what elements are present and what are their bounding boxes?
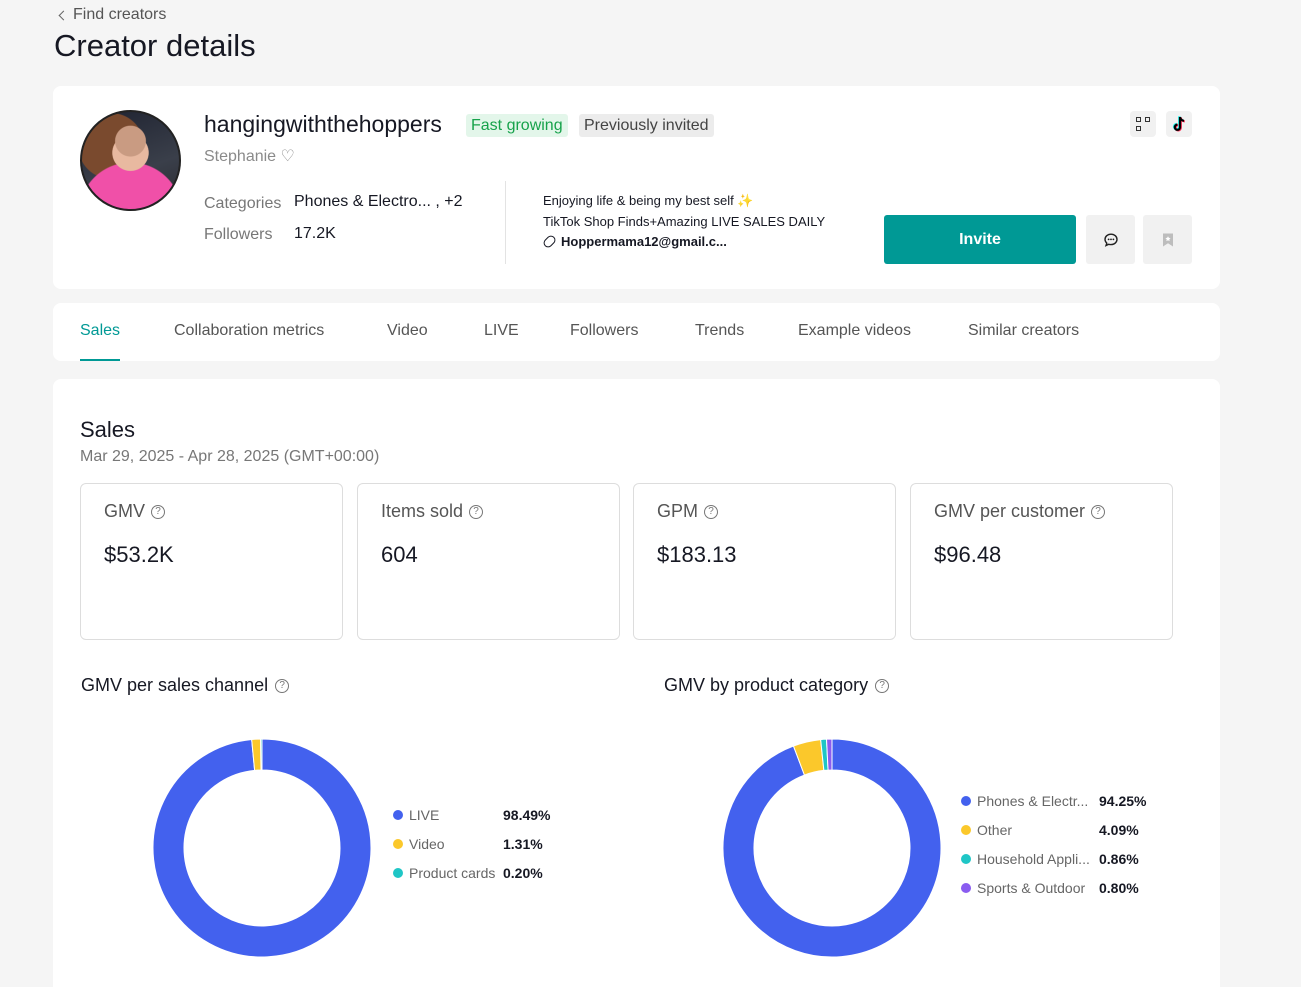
legend-label: Sports & Outdoor bbox=[977, 880, 1086, 896]
product-category-donut-chart bbox=[722, 738, 942, 958]
followers-value: 17.2K bbox=[294, 225, 336, 242]
bookmark-icon bbox=[1162, 233, 1173, 246]
sales-section: Sales Mar 29, 2025 - Apr 28, 2025 (GMT+0… bbox=[53, 379, 1220, 987]
back-link[interactable]: Find creators bbox=[58, 6, 167, 24]
fast-growing-badge: Fast growing bbox=[466, 114, 568, 137]
legend-dot bbox=[961, 796, 971, 806]
legend-label: Household Appli... bbox=[977, 851, 1090, 867]
tab-video[interactable]: Video bbox=[387, 322, 428, 339]
bio-email-link[interactable]: Hoppermama12@gmail.c... bbox=[541, 233, 727, 250]
previously-invited-badge: Previously invited bbox=[579, 114, 714, 137]
help-icon[interactable]: ? bbox=[151, 504, 166, 519]
tiktok-profile-button[interactable] bbox=[1166, 111, 1192, 137]
legend-value: 98.49% bbox=[503, 807, 551, 823]
legend-dot bbox=[961, 883, 971, 893]
legend-value: 0.20% bbox=[503, 865, 543, 881]
legend-value: 1.31% bbox=[503, 836, 543, 852]
qr-code-icon bbox=[1136, 117, 1150, 131]
help-icon[interactable]: ? bbox=[1091, 504, 1106, 519]
creator-profile-card: hangingwiththehoppers Fast growing Previ… bbox=[53, 86, 1220, 289]
back-link-label: Find creators bbox=[73, 6, 167, 23]
tiktok-icon bbox=[1172, 115, 1185, 131]
active-tab-indicator bbox=[80, 359, 120, 361]
message-button[interactable] bbox=[1086, 215, 1135, 264]
categories-value[interactable]: Phones & Electro... , +2 bbox=[294, 193, 463, 210]
legend-value: 0.86% bbox=[1099, 851, 1139, 867]
legend-dot bbox=[393, 868, 403, 878]
divider bbox=[505, 181, 506, 264]
bio-line-1: Enjoying life & being my best self ✨ bbox=[543, 193, 754, 208]
legend-label: Phones & Electr... bbox=[977, 793, 1089, 809]
legend-dot bbox=[961, 825, 971, 835]
message-icon bbox=[1103, 232, 1118, 247]
legend-dot bbox=[393, 810, 403, 820]
legend-label: Video bbox=[409, 836, 445, 852]
help-icon[interactable]: ? bbox=[875, 678, 890, 693]
legend-item-phones-electr[interactable]: Phones & Electr... 94.25% bbox=[961, 793, 1146, 809]
metric-card-gmv-per-customer: GMV per customer? $96.48 bbox=[910, 483, 1173, 640]
legend-dot bbox=[393, 839, 403, 849]
help-icon[interactable]: ? bbox=[469, 504, 484, 519]
donut-slice-sports-outdoor[interactable] bbox=[825, 738, 833, 771]
legend-value: 4.09% bbox=[1099, 822, 1139, 838]
donut-slice-live[interactable] bbox=[152, 738, 372, 958]
creator-nickname: Stephanie ♡ bbox=[204, 148, 295, 165]
metric-value: 604 bbox=[381, 542, 418, 567]
help-icon[interactable]: ? bbox=[275, 678, 290, 693]
tab-followers[interactable]: Followers bbox=[570, 322, 639, 339]
legend-label: Other bbox=[977, 822, 1013, 838]
creator-tabs: Sales Collaboration metrics Video LIVE F… bbox=[53, 303, 1220, 361]
avatar[interactable] bbox=[80, 110, 181, 211]
donut-slice-product-cards[interactable] bbox=[260, 738, 263, 771]
metric-value: $53.2K bbox=[104, 542, 174, 567]
legend-value: 94.25% bbox=[1099, 793, 1147, 809]
chevron-left-icon bbox=[58, 10, 69, 21]
legend-item-other[interactable]: Other 4.09% bbox=[961, 822, 1139, 838]
metric-label: GMV per customer bbox=[934, 501, 1086, 521]
chart-title-sales-channel: GMV per sales channel bbox=[81, 675, 269, 695]
donut-slice-phones-electr[interactable] bbox=[722, 738, 942, 958]
help-icon[interactable]: ? bbox=[704, 504, 719, 519]
chart-title-product-category: GMV by product category bbox=[664, 675, 869, 695]
legend-item-sports-outdoor[interactable]: Sports & Outdoor 0.80% bbox=[961, 880, 1139, 896]
tab-trends[interactable]: Trends bbox=[695, 322, 745, 339]
metric-label: Items sold bbox=[381, 501, 464, 521]
metric-label: GPM bbox=[657, 501, 699, 521]
metric-value: $183.13 bbox=[657, 542, 737, 567]
bio-line-2: TikTok Shop Finds+Amazing LIVE SALES DAI… bbox=[543, 214, 826, 229]
qr-code-button[interactable] bbox=[1130, 111, 1156, 137]
sales-title: Sales bbox=[80, 417, 136, 442]
legend-item-household-appli[interactable]: Household Appli... 0.86% bbox=[961, 851, 1139, 867]
sales-date-range: Mar 29, 2025 - Apr 28, 2025 (GMT+00:00) bbox=[80, 448, 380, 465]
creator-username: hangingwiththehoppers bbox=[204, 111, 442, 137]
tab-similar-creators[interactable]: Similar creators bbox=[968, 322, 1080, 339]
metric-value: $96.48 bbox=[934, 542, 1002, 567]
followers-label: Followers bbox=[204, 226, 273, 243]
tab-live[interactable]: LIVE bbox=[484, 322, 519, 339]
legend-value: 0.80% bbox=[1099, 880, 1139, 896]
tab-example-videos[interactable]: Example videos bbox=[798, 322, 911, 339]
legend-item-video[interactable]: Video 1.31% bbox=[393, 836, 543, 852]
bookmark-button[interactable] bbox=[1143, 215, 1192, 264]
metric-label: GMV bbox=[104, 501, 146, 521]
link-icon bbox=[541, 233, 558, 250]
legend-label: Product cards bbox=[409, 865, 496, 881]
legend-item-product-cards[interactable]: Product cards 0.20% bbox=[393, 865, 543, 881]
metric-card-gmv: GMV? $53.2K bbox=[80, 483, 343, 640]
categories-label: Categories bbox=[204, 195, 282, 212]
metric-card-items-sold: Items sold? 604 bbox=[357, 483, 620, 640]
tab-sales[interactable]: Sales bbox=[80, 322, 121, 339]
legend-item-live[interactable]: LIVE 98.49% bbox=[393, 807, 550, 823]
bio-email: Hoppermama12@gmail.c... bbox=[561, 234, 727, 249]
metric-card-gpm: GPM? $183.13 bbox=[633, 483, 896, 640]
legend-label: LIVE bbox=[409, 807, 440, 823]
page-title: Creator details bbox=[54, 28, 256, 63]
tab-collaboration-metrics[interactable]: Collaboration metrics bbox=[174, 322, 325, 339]
sales-channel-donut-chart bbox=[152, 738, 372, 958]
legend-dot bbox=[961, 854, 971, 864]
invite-button[interactable]: Invite bbox=[884, 215, 1076, 264]
